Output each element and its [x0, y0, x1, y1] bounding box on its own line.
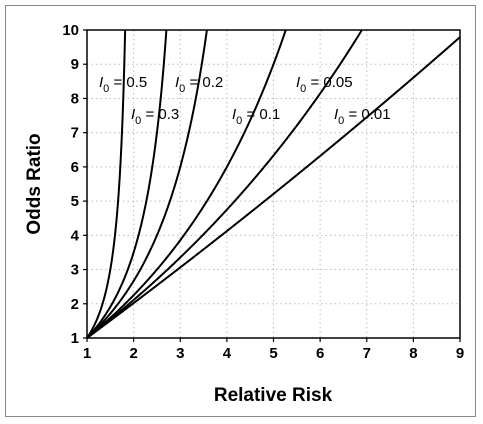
series-label-value: = 0.01 [344, 106, 390, 123]
x-tick-label: 6 [316, 345, 324, 362]
y-tick-label: 9 [71, 56, 79, 73]
series-label: I0 = 0.3 [131, 106, 179, 127]
series-line-00-1 [86, 29, 287, 339]
series-label-value: = 0.05 [306, 74, 352, 91]
y-tick-label: 6 [71, 159, 79, 176]
series-curves [86, 29, 461, 339]
series-line-00-2 [86, 29, 208, 339]
y-tick-label: 8 [71, 90, 79, 107]
y-tick-label: 2 [71, 296, 79, 313]
series-label-var: I [131, 106, 135, 123]
y-tick-label: 1 [71, 330, 79, 347]
series-label-value: = 0.2 [185, 74, 223, 91]
series-label: I0 = 0.2 [175, 74, 223, 95]
x-tick-label: 5 [269, 345, 277, 362]
y-tick-label: 7 [71, 125, 79, 142]
series-line-00-05 [86, 29, 363, 339]
y-axis-title: Odds Ratio [24, 133, 45, 234]
series-label: I0 = 0.05 [296, 74, 353, 95]
y-tick-label: 3 [71, 262, 79, 279]
series-label-sub: 0 [338, 115, 344, 127]
x-tick-label: 8 [409, 345, 417, 362]
series-label-var: I [175, 74, 179, 91]
series-line-00-01 [86, 36, 461, 339]
series-label-sub: 0 [236, 115, 242, 127]
series-label-sub: 0 [135, 115, 141, 127]
series-label-sub: 0 [103, 83, 109, 95]
x-tick-label: 9 [456, 345, 464, 362]
chart-frame [5, 5, 476, 417]
series-label: I0 = 0.5 [99, 74, 147, 95]
x-tick-label: 4 [223, 345, 232, 362]
series-labels: I0 = 0.5I0 = 0.3I0 = 0.2I0 = 0.1I0 = 0.0… [99, 74, 391, 127]
series-label: I0 = 0.01 [334, 106, 391, 127]
x-tick-label: 3 [176, 345, 184, 362]
x-tick-label: 1 [83, 345, 91, 362]
grid [87, 30, 460, 338]
series-line-00-5 [86, 29, 127, 339]
x-tick-label: 2 [129, 345, 137, 362]
series-label-value: = 0.5 [109, 74, 147, 91]
series-label-sub: 0 [179, 83, 185, 95]
series-line-00-3 [86, 29, 168, 339]
y-tick-label: 10 [62, 22, 79, 39]
x-tick-label: 7 [363, 345, 371, 362]
series-label-value: = 0.1 [242, 106, 280, 123]
series-label: I0 = 0.1 [232, 106, 280, 127]
series-label-sub: 0 [300, 83, 306, 95]
series-label-var: I [232, 106, 236, 123]
series-label-value: = 0.3 [141, 106, 179, 123]
x-axis-title: Relative Risk [214, 385, 333, 406]
series-label-var: I [296, 74, 300, 91]
y-tick-label: 4 [71, 227, 80, 244]
series-label-var: I [99, 74, 103, 91]
series-label-var: I [334, 106, 338, 123]
y-tick-label: 5 [71, 193, 79, 210]
ticks: 1 2 3 4 5 6 7 8 9 1 2 3 4 5 6 7 8 9 10 [62, 22, 464, 362]
